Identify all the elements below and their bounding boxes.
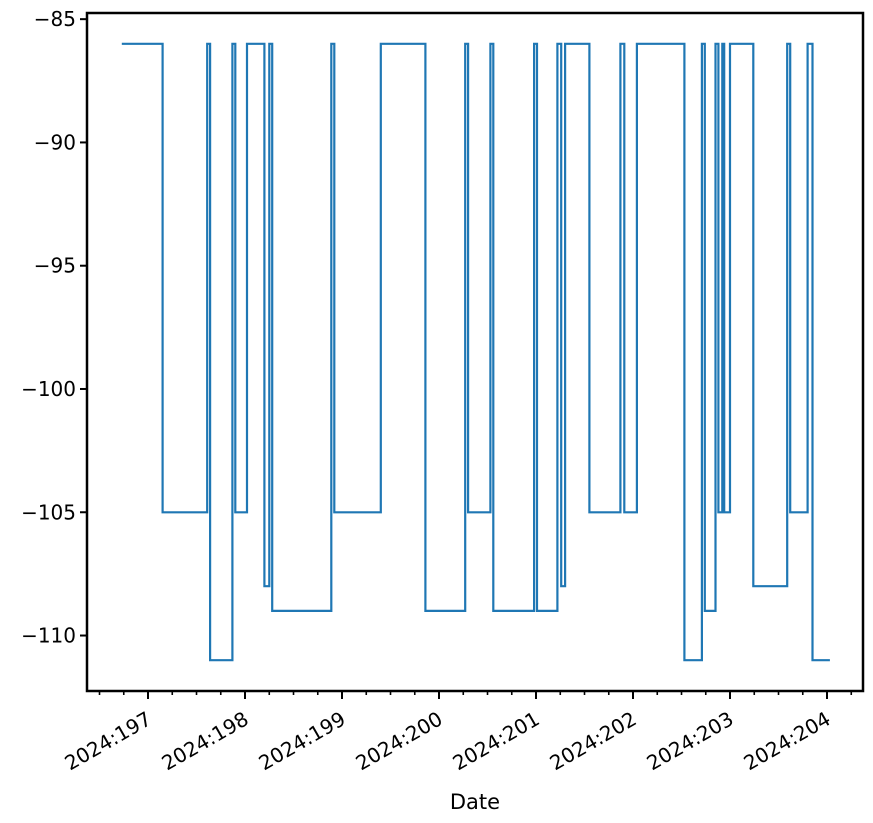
x-tick-label: 2024:201 [449, 707, 544, 776]
x-tick-label: 2024:202 [546, 707, 641, 776]
y-tick-label: −85 [34, 7, 76, 31]
y-tick-label: −105 [21, 500, 76, 524]
axes-spines [85, 11, 865, 693]
x-tick-label: 2024:197 [61, 707, 156, 776]
x-axis-label: Date [450, 790, 500, 814]
x-tick-label: 2024:198 [158, 707, 253, 776]
x-tick-label: 2024:200 [352, 707, 447, 776]
y-tick-label: −100 [21, 377, 76, 401]
x-tick-label: 2024:199 [255, 707, 350, 776]
x-tick-label: 2024:203 [643, 707, 738, 776]
x-tick-label: 2024:204 [740, 707, 835, 776]
y-axis-tick-labels: −85 −90 −95 −100 −105 −110 [21, 7, 76, 647]
x-axis-tick-labels: 2024:197 2024:198 2024:199 2024:200 2024:201… [61, 707, 835, 776]
y-tick-label: −110 [21, 624, 76, 648]
y-tick-label: −90 [34, 130, 76, 154]
y-tick-label: −95 [34, 254, 76, 278]
data-line [121, 42, 830, 662]
